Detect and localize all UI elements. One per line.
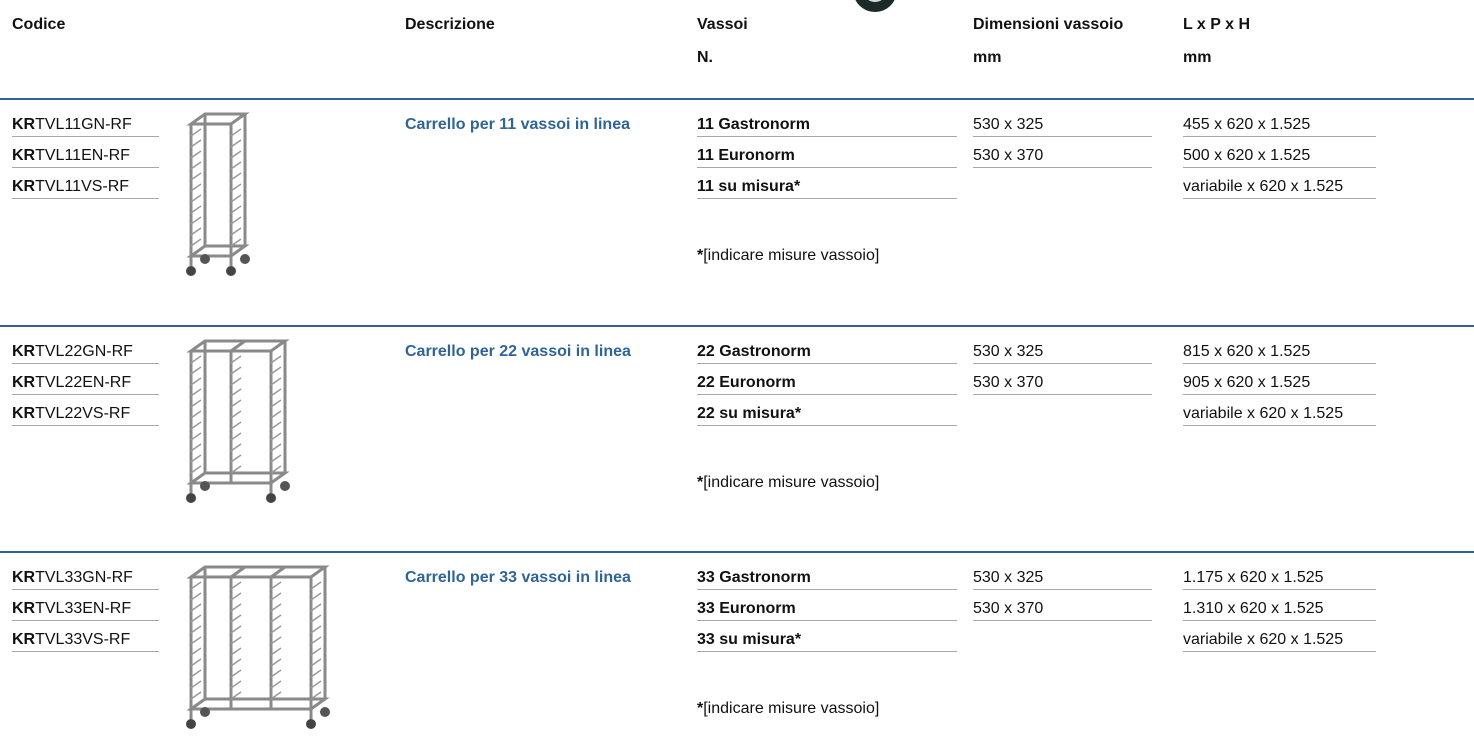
product-code: KRTVL33VS-RF [12, 629, 159, 652]
product-code: KRTVL33GN-RF [12, 567, 159, 590]
description: Carrello per 33 vassoi in linea [405, 569, 631, 586]
code-prefix: KR [12, 569, 36, 586]
trolley-image [186, 565, 330, 729]
header-lph: mm [1183, 49, 1212, 66]
note: *[indicare misure vassoio] [697, 698, 879, 720]
header-lph: L x P x H [1183, 16, 1250, 33]
code-suffix: TVL33GN-RF [35, 569, 133, 586]
code-suffix: TVL11VS-RF [35, 178, 130, 195]
group-rule [0, 98, 1474, 100]
tray-size: 530 x 325 [973, 567, 1152, 590]
note-text: [indicare misure vassoio] [703, 474, 880, 491]
tray-count: 22 su misura* [697, 403, 957, 426]
tray-count: 33 Euronorm [697, 598, 957, 621]
note-mark: * [697, 474, 704, 491]
dimensions: 815 x 620 x 1.525 [1183, 341, 1376, 364]
code-suffix: TVL22EN-RF [35, 374, 132, 391]
dimensions: variabile x 620 x 1.525 [1183, 176, 1376, 199]
product-code: KRTVL33EN-RF [12, 598, 159, 621]
tray-size: 530 x 325 [973, 114, 1152, 137]
group-rule [0, 325, 1474, 327]
description: Carrello per 11 vassoi in linea [405, 116, 630, 133]
dimensions: variabile x 620 x 1.525 [1183, 403, 1376, 426]
tray-count: 22 Euronorm [697, 372, 957, 395]
code-prefix: KR [12, 116, 36, 133]
code-prefix: KR [12, 374, 36, 391]
tray-count: 11 Euronorm [697, 145, 957, 168]
description: Carrello per 22 vassoi in linea [405, 343, 631, 360]
trolley-image [186, 112, 250, 276]
header-descrizione: Descrizione [405, 16, 495, 33]
dimensions: variabile x 620 x 1.525 [1183, 629, 1376, 652]
product-code: KRTVL11VS-RF [12, 176, 159, 199]
tray-count: 11 su misura* [697, 176, 957, 199]
note: *[indicare misure vassoio] [697, 472, 879, 494]
header-vassoi: N. [697, 49, 713, 66]
product-code: KRTVL22VS-RF [12, 403, 159, 426]
badge [855, 0, 895, 12]
note-mark: * [697, 247, 704, 264]
dimensions: 500 x 620 x 1.525 [1183, 145, 1376, 168]
tray-count: 11 Gastronorm [697, 114, 957, 137]
header-dimensioni: mm [973, 49, 1002, 66]
code-prefix: KR [12, 178, 36, 195]
product-code: KRTVL11GN-RF [12, 114, 159, 137]
product-code: KRTVL22EN-RF [12, 372, 159, 395]
tray-size: 530 x 370 [973, 598, 1152, 621]
note-mark: * [697, 700, 704, 717]
trolley-image [186, 339, 290, 503]
note-text: [indicare misure vassoio] [703, 247, 880, 264]
header-dimensioni: Dimensioni vassoio [973, 16, 1124, 33]
code-prefix: KR [12, 631, 36, 648]
tray-size: 530 x 370 [973, 372, 1152, 395]
code-prefix: KR [12, 343, 36, 360]
code-suffix: TVL22GN-RF [35, 343, 133, 360]
dimensions: 1.175 x 620 x 1.525 [1183, 567, 1376, 590]
note-text: [indicare misure vassoio] [703, 700, 880, 717]
code-suffix: TVL11EN-RF [35, 147, 130, 164]
product-code: KRTVL11EN-RF [12, 145, 159, 168]
code-suffix: TVL33EN-RF [35, 600, 132, 617]
tray-count: 33 Gastronorm [697, 567, 957, 590]
code-suffix: TVL22VS-RF [35, 405, 131, 422]
header-vassoi: Vassoi [697, 16, 748, 33]
tray-count: 33 su misura* [697, 629, 957, 652]
code-prefix: KR [12, 147, 36, 164]
code-suffix: TVL33VS-RF [35, 631, 131, 648]
tray-count: 22 Gastronorm [697, 341, 957, 364]
dimensions: 455 x 620 x 1.525 [1183, 114, 1376, 137]
group-rule [0, 551, 1474, 553]
tray-size: 530 x 370 [973, 145, 1152, 168]
tray-size: 530 x 325 [973, 341, 1152, 364]
note: *[indicare misure vassoio] [697, 245, 879, 267]
code-prefix: KR [12, 405, 36, 422]
dimensions: 905 x 620 x 1.525 [1183, 372, 1376, 395]
dimensions: 1.310 x 620 x 1.525 [1183, 598, 1376, 621]
product-code: KRTVL22GN-RF [12, 341, 159, 364]
header-codice: Codice [12, 16, 66, 33]
code-prefix: KR [12, 600, 36, 617]
code-suffix: TVL11GN-RF [35, 116, 132, 133]
